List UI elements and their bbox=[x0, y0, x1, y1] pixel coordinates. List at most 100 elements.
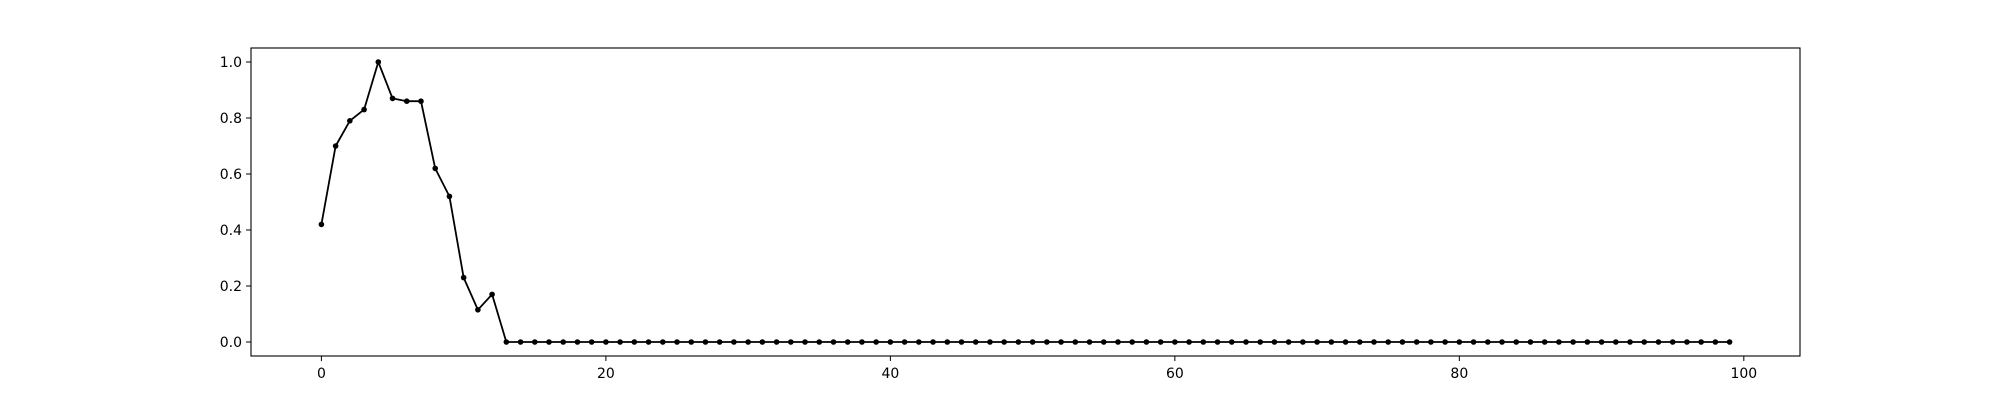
data-point bbox=[1300, 339, 1306, 345]
y-axis: 0.0 0.2 0.4 0.6 0.8 1.0 bbox=[220, 55, 251, 351]
data-point bbox=[1172, 339, 1178, 345]
data-point bbox=[1385, 339, 1392, 345]
data-point bbox=[859, 339, 865, 345]
data-point bbox=[1470, 339, 1477, 345]
y-tick-label: 0.4 bbox=[220, 223, 242, 239]
data-point bbox=[1086, 339, 1093, 345]
data-point bbox=[403, 98, 410, 104]
data-point bbox=[1186, 339, 1192, 345]
x-tick-label: 60 bbox=[1166, 366, 1184, 382]
x-axis: 0 20 40 60 80 100 bbox=[317, 356, 1757, 382]
y-tick-label: 0.8 bbox=[220, 111, 242, 127]
data-point bbox=[1072, 339, 1079, 345]
data-point bbox=[574, 339, 581, 345]
x-tick-label: 100 bbox=[1730, 366, 1757, 382]
y-tick-label: 1.0 bbox=[220, 55, 242, 71]
data-point bbox=[517, 339, 524, 345]
data-point bbox=[1428, 339, 1434, 345]
data-point bbox=[460, 274, 467, 281]
data-point bbox=[1157, 339, 1164, 345]
data-point bbox=[1314, 339, 1320, 345]
data-point bbox=[1655, 339, 1662, 345]
data-point bbox=[802, 339, 808, 345]
data-point bbox=[1556, 339, 1562, 345]
data-point bbox=[830, 339, 837, 345]
data-point bbox=[1627, 339, 1633, 345]
y-tick-label: 0.2 bbox=[220, 279, 242, 295]
data-point bbox=[560, 339, 567, 345]
data-point bbox=[1115, 339, 1121, 345]
data-point bbox=[475, 307, 481, 313]
data-point bbox=[1200, 339, 1207, 345]
data-point bbox=[1285, 339, 1292, 345]
data-point bbox=[1541, 339, 1548, 345]
data-point bbox=[745, 339, 751, 345]
data-point bbox=[503, 339, 510, 345]
data-point bbox=[531, 339, 538, 345]
data-point bbox=[1342, 339, 1349, 345]
data-point bbox=[773, 339, 780, 345]
data-point bbox=[816, 339, 823, 345]
data-point bbox=[659, 339, 666, 345]
data-point bbox=[446, 193, 453, 200]
data-point bbox=[1328, 339, 1335, 345]
x-tick-label: 40 bbox=[881, 366, 899, 382]
data-point bbox=[375, 59, 382, 65]
data-point bbox=[1029, 339, 1036, 345]
x-tick-label: 20 bbox=[597, 366, 615, 382]
data-point bbox=[930, 339, 936, 345]
x-tick-label: 80 bbox=[1450, 366, 1468, 382]
data-point bbox=[987, 339, 993, 345]
data-point bbox=[1669, 339, 1676, 345]
data-point bbox=[347, 118, 353, 124]
plot-area bbox=[318, 59, 1733, 345]
data-point bbox=[1499, 339, 1505, 345]
data-point bbox=[1456, 339, 1463, 345]
data-point bbox=[1698, 339, 1704, 345]
data-point bbox=[1015, 339, 1022, 345]
data-point bbox=[1399, 339, 1406, 345]
data-point bbox=[389, 95, 396, 102]
data-point bbox=[1442, 339, 1448, 345]
data-point bbox=[1513, 339, 1520, 345]
data-point bbox=[631, 339, 638, 345]
data-point bbox=[944, 339, 951, 345]
data-point bbox=[1243, 339, 1249, 345]
data-point bbox=[844, 339, 851, 345]
data-point bbox=[958, 339, 965, 345]
data-point bbox=[418, 98, 424, 104]
data-point bbox=[688, 339, 695, 345]
data-point bbox=[1371, 339, 1377, 345]
data-point bbox=[1058, 339, 1064, 345]
data-point bbox=[1257, 339, 1263, 345]
data-point bbox=[1271, 339, 1278, 345]
data-point bbox=[1726, 339, 1733, 345]
data-point bbox=[1413, 339, 1420, 345]
data-point bbox=[1527, 339, 1534, 345]
data-point bbox=[731, 339, 737, 345]
data-point bbox=[901, 339, 908, 345]
data-point bbox=[1684, 339, 1690, 345]
data-point bbox=[916, 339, 922, 345]
data-point bbox=[887, 339, 894, 345]
y-tick-label: 0.0 bbox=[220, 335, 242, 351]
data-point bbox=[645, 339, 652, 345]
data-point bbox=[1484, 339, 1491, 345]
data-point bbox=[1214, 339, 1221, 345]
data-point bbox=[617, 339, 623, 345]
data-point bbox=[318, 221, 325, 228]
data-point bbox=[1570, 339, 1576, 345]
data-point bbox=[489, 291, 495, 298]
data-point bbox=[1584, 339, 1591, 345]
y-tick-label: 0.6 bbox=[220, 167, 242, 183]
series-line bbox=[320, 61, 1730, 343]
data-point bbox=[702, 339, 709, 345]
data-point bbox=[1641, 339, 1648, 345]
data-point bbox=[716, 339, 723, 345]
data-point bbox=[1598, 339, 1605, 345]
data-point bbox=[1044, 339, 1050, 345]
data-point bbox=[1001, 339, 1007, 345]
data-point bbox=[588, 339, 595, 345]
data-point bbox=[1100, 339, 1107, 345]
